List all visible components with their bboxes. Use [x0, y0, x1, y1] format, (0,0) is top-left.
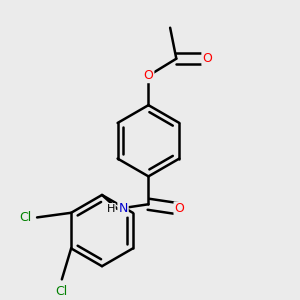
Text: O: O [175, 202, 184, 215]
Text: O: O [143, 69, 153, 82]
Text: Cl: Cl [56, 285, 68, 298]
Text: N: N [118, 202, 128, 215]
Text: Cl: Cl [19, 211, 32, 224]
Text: O: O [202, 52, 212, 65]
Text: H: H [106, 204, 115, 214]
